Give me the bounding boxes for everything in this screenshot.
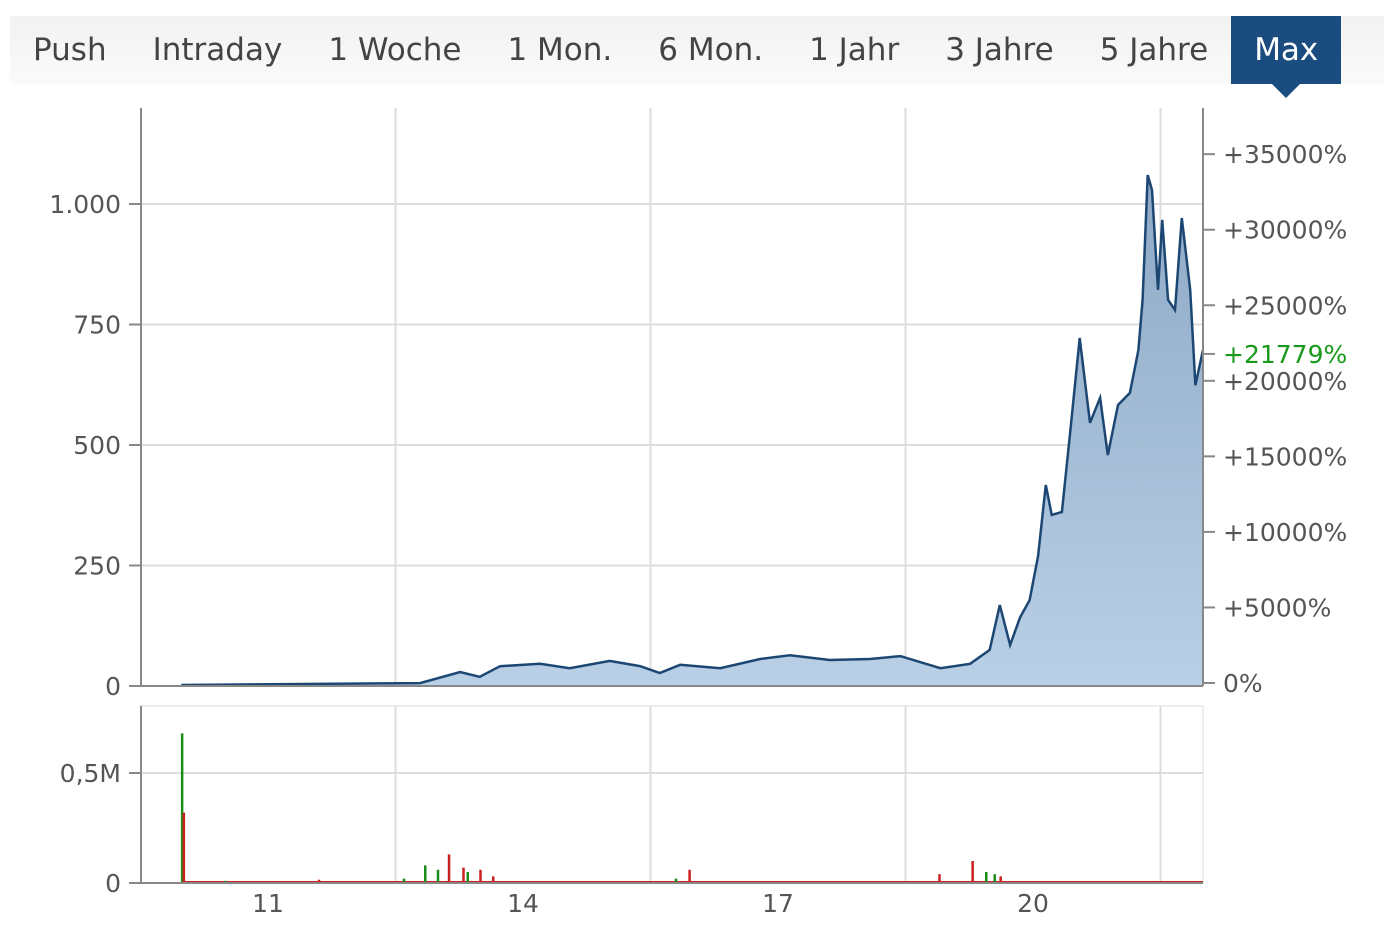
x-tick-label: 14 <box>507 889 539 918</box>
tab-intraday[interactable]: Intraday <box>152 32 283 68</box>
y2-tick-label: +5000% <box>1223 593 1331 622</box>
volume-plot-area <box>140 705 1204 884</box>
y2-tick-label: +30000% <box>1223 216 1347 245</box>
y2-tick-label: +15000% <box>1223 442 1347 471</box>
y2-tick-label: +25000% <box>1223 291 1347 320</box>
period-tabs: Push Intraday 1 Woche 1 Mon. 6 Mon. 1 Jahr 3 J… <box>10 16 1384 98</box>
y2-tick-label: +20000% <box>1223 367 1347 396</box>
tab-max[interactable]: Max <box>1231 16 1342 98</box>
vol-y-tick-label: 0 <box>105 869 121 898</box>
price-line <box>181 174 1205 687</box>
price-area <box>181 175 1204 686</box>
y-tick-label: 750 <box>73 311 121 340</box>
tab-push[interactable]: Push <box>33 32 107 68</box>
tab-1-woche[interactable]: 1 Woche <box>328 32 462 68</box>
current-change-label: +21779% <box>1223 340 1347 369</box>
tab-1-jahr[interactable]: 1 Jahr <box>809 32 900 68</box>
y2-tick-label: +10000% <box>1223 518 1347 547</box>
tab-5-jahre[interactable]: 5 Jahre <box>1099 32 1209 68</box>
y-tick-label: 250 <box>73 552 121 581</box>
x-tick-label: 20 <box>1017 889 1049 918</box>
y-tick-label: 0 <box>105 672 121 701</box>
y2-tick-label: +35000% <box>1223 140 1347 169</box>
y2-tick-label: 0% <box>1223 669 1263 698</box>
vol-y-tick-label: 0,5M <box>60 759 121 788</box>
tab-1-mon[interactable]: 1 Mon. <box>507 32 613 68</box>
y-tick-label: 1.000 <box>49 190 121 219</box>
x-tick-label: 17 <box>762 889 794 918</box>
y-tick-label: 500 <box>73 431 121 460</box>
x-tick-label: 11 <box>252 889 284 918</box>
tab-3-jahre[interactable]: 3 Jahre <box>945 32 1054 68</box>
tab-6-mon[interactable]: 6 Mon. <box>658 32 764 68</box>
